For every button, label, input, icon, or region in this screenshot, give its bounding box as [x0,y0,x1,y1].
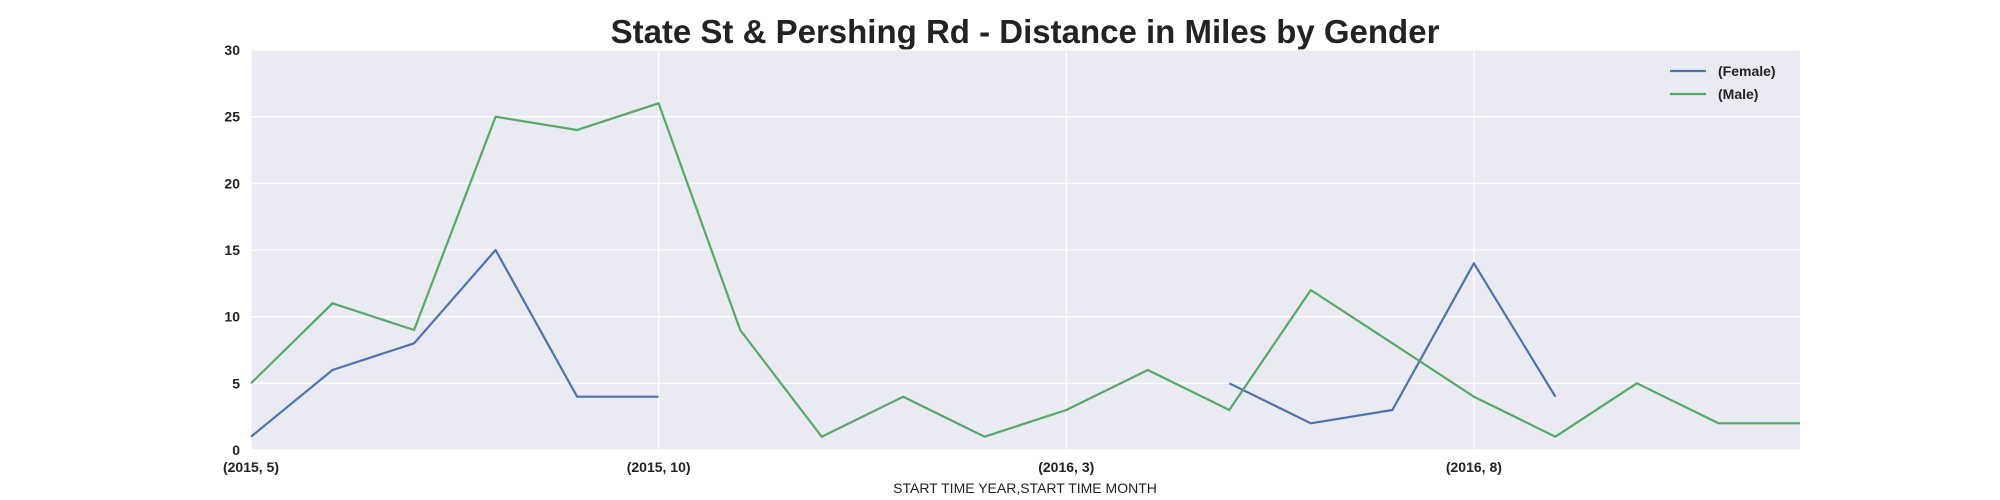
y-tick-label: 0 [232,442,240,458]
legend: (Female) (Male) [1670,63,1776,102]
y-tick-label: 10 [224,309,240,325]
series-line [250,248,659,438]
x-tick-label: (2015, 5) [223,459,279,475]
x-tick-label: (2015, 10) [627,459,691,475]
series-0 [250,248,1557,438]
legend-label: (Male) [1718,86,1758,102]
series-line [250,102,1800,438]
y-tick-label: 20 [224,175,240,191]
y-tick-label: 5 [232,375,240,391]
chart-title: State St & Pershing Rd - Distance in Mil… [611,13,1440,50]
series-1 [250,102,1801,438]
y-tick-label: 15 [224,242,240,258]
series-layer [250,102,1801,438]
x-tick-label: (2016, 3) [1038,459,1094,475]
y-tick-label: 30 [224,42,240,58]
grid-lines [250,49,1800,451]
x-axis-label: START TIME YEAR,START TIME MONTH [893,480,1157,496]
legend-label: (Female) [1718,63,1776,79]
y-tick-label: 25 [224,109,240,125]
y-axis: 0 5 10 15 20 25 30 [224,42,240,458]
x-tick-label: (2016, 8) [1446,459,1502,475]
x-axis: (2015, 5) (2015, 10) (2016, 3) (2016, 8) [223,459,1502,475]
series-line [1228,262,1557,425]
